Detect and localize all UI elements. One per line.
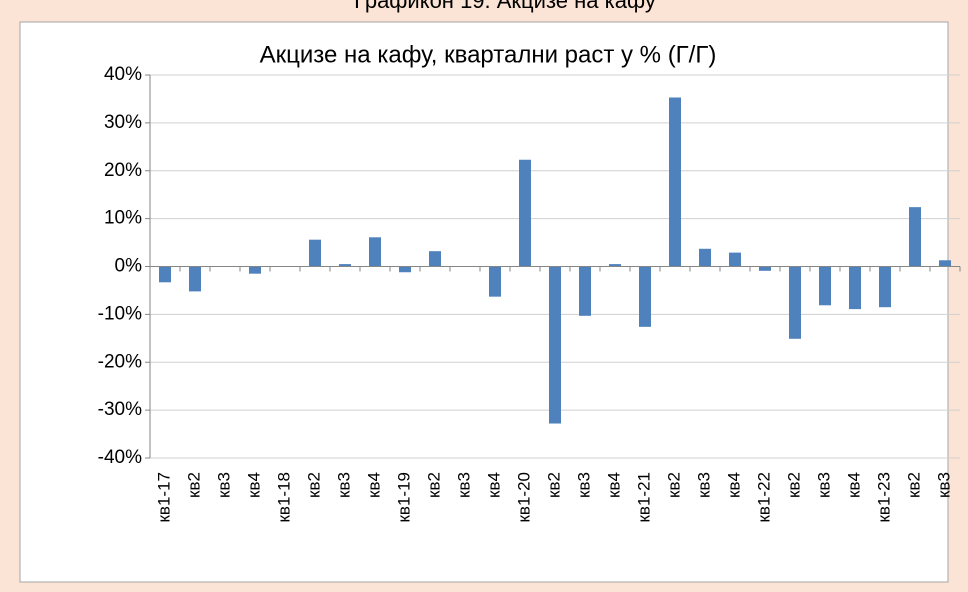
y-tick-label: -40% — [98, 447, 142, 468]
x-tick-label: кв2 — [784, 472, 803, 498]
y-tick-label: -30% — [98, 399, 142, 420]
x-tick-label: кв4 — [484, 472, 503, 498]
x-tick-label: кв3 — [334, 472, 353, 498]
y-tick-label: 0% — [115, 256, 143, 277]
x-tick-label: кв4 — [844, 472, 863, 498]
bar — [939, 260, 951, 267]
bar — [429, 251, 441, 267]
bar — [549, 266, 561, 424]
page-title: Графикон 19. Акцизе на кафу — [354, 0, 656, 13]
bar — [249, 266, 261, 274]
x-tick-label: кв3 — [694, 472, 713, 498]
x-tick-label: кв1-22 — [754, 472, 773, 523]
x-tick-label: кв2 — [304, 472, 323, 498]
bar — [369, 237, 381, 267]
x-tick-label: кв3 — [934, 472, 953, 498]
bar — [759, 266, 771, 271]
x-tick-label: кв2 — [184, 472, 203, 498]
x-tick-label: кв3 — [454, 472, 473, 498]
bar — [879, 266, 891, 308]
x-tick-label: кв2 — [904, 472, 923, 498]
y-tick-label: 10% — [104, 208, 142, 229]
y-tick-label: 40% — [104, 64, 142, 85]
x-tick-label: кв1-23 — [874, 472, 893, 523]
bar — [819, 266, 831, 306]
x-tick-label: кв4 — [364, 472, 383, 498]
x-tick-label: кв3 — [214, 472, 233, 498]
y-tick-label: 30% — [104, 112, 142, 133]
x-tick-label: кв2 — [424, 472, 443, 498]
bar — [699, 248, 711, 267]
x-tick-label: кв1-18 — [274, 472, 293, 523]
bar — [789, 266, 801, 339]
x-tick-label: кв4 — [244, 472, 263, 498]
x-tick-label: кв3 — [574, 472, 593, 498]
x-tick-label: кв2 — [664, 472, 683, 498]
x-tick-label: кв4 — [724, 472, 743, 498]
bar — [609, 264, 621, 267]
x-tick-label: кв2 — [544, 472, 563, 498]
bar — [579, 266, 591, 316]
bar — [159, 266, 171, 283]
x-tick-label: кв3 — [814, 472, 833, 498]
bar — [729, 252, 741, 267]
bar — [189, 266, 201, 292]
bar — [669, 97, 681, 267]
y-tick-label: -10% — [98, 303, 142, 324]
x-tick-label: кв1-17 — [154, 472, 173, 523]
bar — [639, 266, 651, 327]
bar — [909, 207, 921, 267]
x-tick-label: кв1-21 — [634, 472, 653, 523]
bar — [309, 239, 321, 267]
y-tick-label: 20% — [104, 160, 142, 181]
bar — [489, 266, 501, 297]
bar — [519, 159, 531, 267]
bar — [339, 264, 351, 267]
x-tick-label: кв1-19 — [394, 472, 413, 523]
y-tick-label: -20% — [98, 351, 142, 372]
bar — [399, 266, 411, 273]
x-tick-label: кв1-20 — [514, 472, 533, 523]
x-tick-label: кв4 — [604, 472, 623, 498]
chart-title: Акцизе на кафу, квартални раст у % (Г/Г) — [260, 41, 717, 68]
bar — [849, 266, 861, 310]
